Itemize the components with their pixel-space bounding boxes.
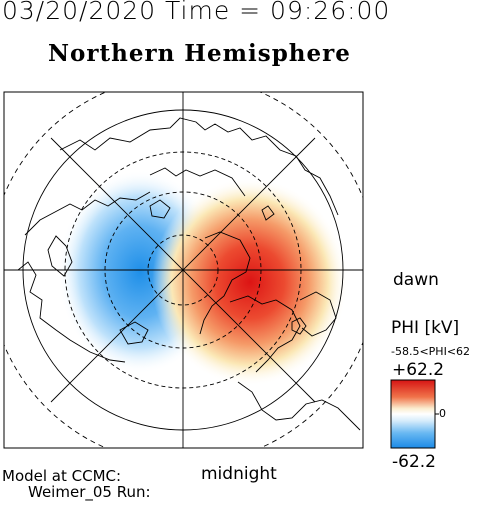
run-label: Weimer_05 Run: bbox=[28, 483, 151, 501]
dawn-label: dawn bbox=[393, 270, 439, 290]
colorbar-gradient bbox=[390, 379, 436, 449]
model-label: Model at CCMC: bbox=[2, 467, 122, 485]
timestamp: 03/20/2020 Time = 09:26:00 bbox=[2, 0, 391, 25]
colorbar-min-label: -62.2 bbox=[392, 452, 436, 472]
colorbar-range: -58.5<PHI<62 bbox=[391, 345, 471, 358]
meridian-grid bbox=[4, 92, 363, 448]
colorbar-mid-label: 0 bbox=[439, 407, 446, 420]
midnight-label: midnight bbox=[201, 464, 277, 484]
hemisphere-title: Northern Hemisphere bbox=[48, 40, 351, 67]
colorbar-title: PHI [kV] bbox=[391, 318, 460, 338]
colorbar-max-label: +62.2 bbox=[392, 360, 445, 380]
